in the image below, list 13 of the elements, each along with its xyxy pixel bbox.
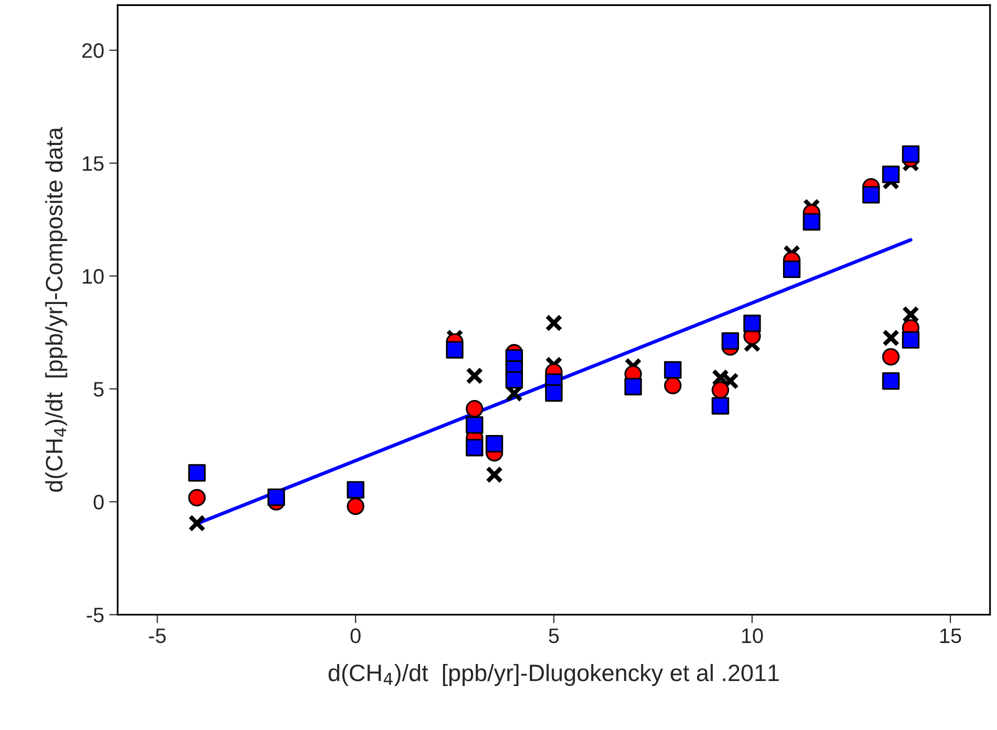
x-tick-label: -5 <box>148 628 166 644</box>
y-tick-label: -5 <box>86 608 104 622</box>
y-tick-label: 10 <box>82 269 104 284</box>
x-tick-label: 0 <box>350 628 361 644</box>
x-tick-label: 10 <box>742 628 763 644</box>
x-tick-label: 15 <box>940 628 962 644</box>
x-axis-title: d(CH$_{4}$)/dt [ppb/yr]-Dlugokencky et al .2011 <box>328 664 779 686</box>
x-tick-label: 5 <box>548 628 559 644</box>
y-axis-title: d(CH$_{4}$)/dt [ppb/yr]-Composite data <box>45 127 68 492</box>
y-tick-label: 20 <box>82 43 104 58</box>
y-tick-label: 15 <box>82 156 104 171</box>
y-tick-label: 5 <box>94 382 104 397</box>
y-tick-label: 0 <box>94 494 104 510</box>
